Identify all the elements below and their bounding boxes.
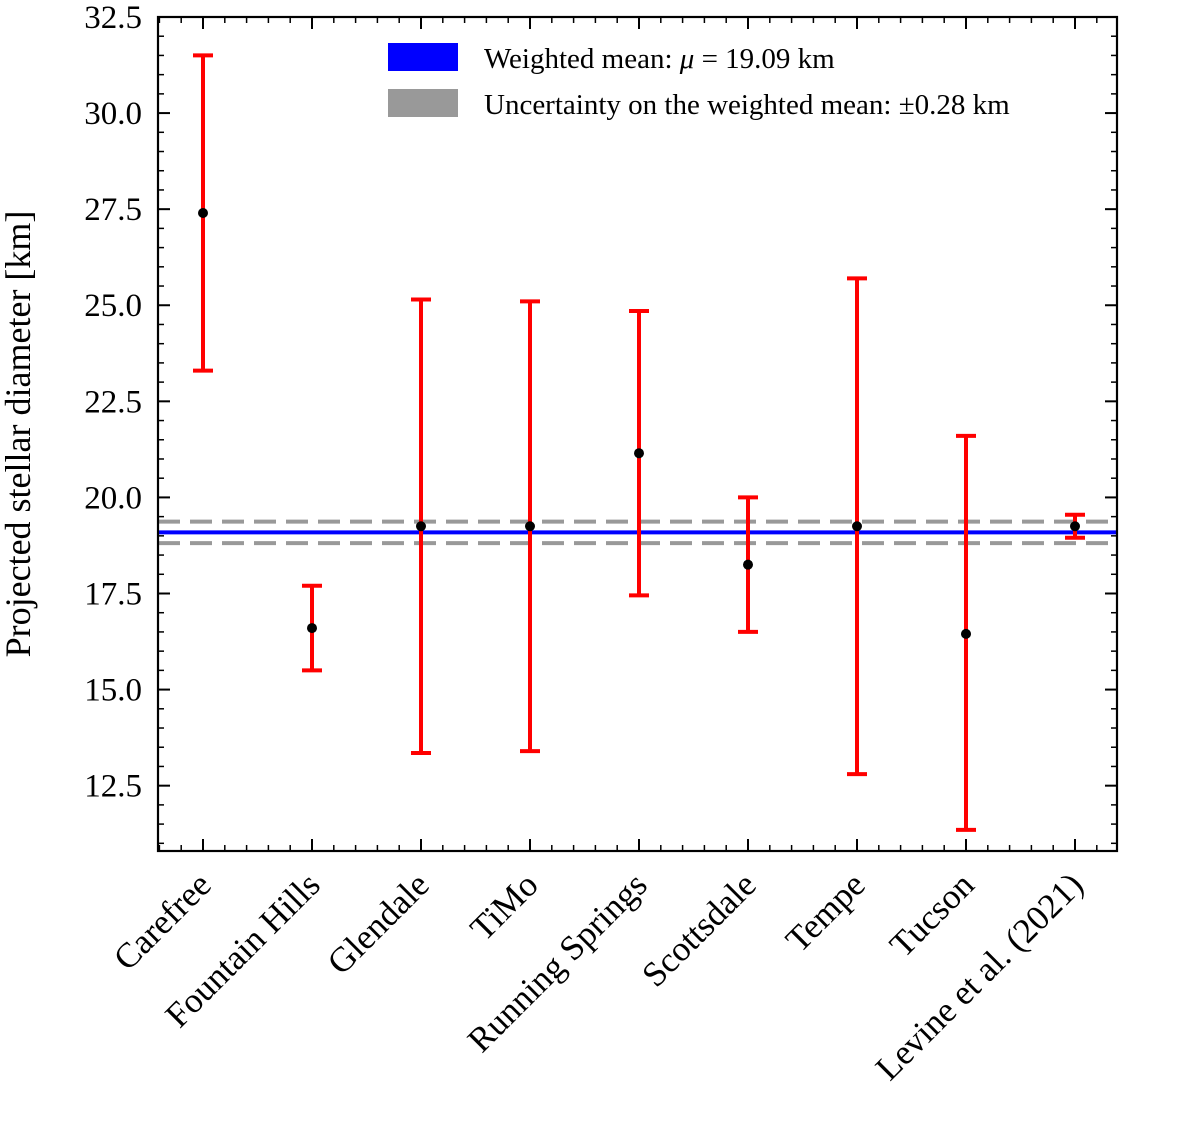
legend-swatch xyxy=(388,43,458,71)
legend-swatch xyxy=(388,89,458,117)
y-tick-label: 25.0 xyxy=(84,288,142,324)
x-tick-label: TiMo xyxy=(463,865,546,948)
error-bars xyxy=(193,53,1085,832)
legend-weighted-mean: Weighted mean: μ = 19.09 km xyxy=(388,43,835,75)
data-point-6 xyxy=(852,521,862,532)
y-tick-label: 12.5 xyxy=(84,769,142,805)
x-tick-label: Glendale xyxy=(320,865,437,982)
y-axis-label: Projected stellar diameter [km] xyxy=(0,211,38,658)
axis-ticks xyxy=(158,16,1117,851)
y-tick-label: 20.0 xyxy=(84,480,142,516)
legend: Weighted mean: μ = 19.09 km Uncertainty o… xyxy=(388,43,1010,121)
data-point-2 xyxy=(416,521,426,532)
data-point-4 xyxy=(634,448,644,459)
x-tick-label: Levine et al. (2021) xyxy=(868,865,1091,1088)
data-point-1 xyxy=(307,623,317,634)
x-tick-label: Carefree xyxy=(106,865,219,978)
y-tick-label: 17.5 xyxy=(84,576,142,612)
y-tick-label: 27.5 xyxy=(84,192,142,228)
data-point-3 xyxy=(525,521,535,532)
plot-frame xyxy=(156,15,1119,853)
data-points xyxy=(198,208,1080,639)
legend-label: Weighted mean: μ = 19.09 km xyxy=(484,43,835,75)
x-tick-label: Tempe xyxy=(778,865,873,960)
y-tick-label: 32.5 xyxy=(84,0,142,36)
y-tick-label: 15.0 xyxy=(84,673,142,709)
y-tick-labels: 12.5 15.0 17.5 20.0 22.5 25.0 27.5 30.0 32.5 xyxy=(84,0,142,805)
x-tick-label: Scottsdale xyxy=(634,865,763,994)
x-tick-label: Tucson xyxy=(882,865,982,965)
y-tick-label: 30.0 xyxy=(84,96,142,132)
legend-uncertainty: Uncertainty on the weighted mean: ±0.28 … xyxy=(388,89,1010,121)
data-point-7 xyxy=(961,628,971,639)
data-point-0 xyxy=(198,208,208,219)
data-point-5 xyxy=(743,559,753,570)
y-tick-label: 22.5 xyxy=(84,384,142,420)
legend-label: Uncertainty on the weighted mean: ±0.28 … xyxy=(484,89,1010,121)
data-point-8 xyxy=(1070,521,1080,532)
